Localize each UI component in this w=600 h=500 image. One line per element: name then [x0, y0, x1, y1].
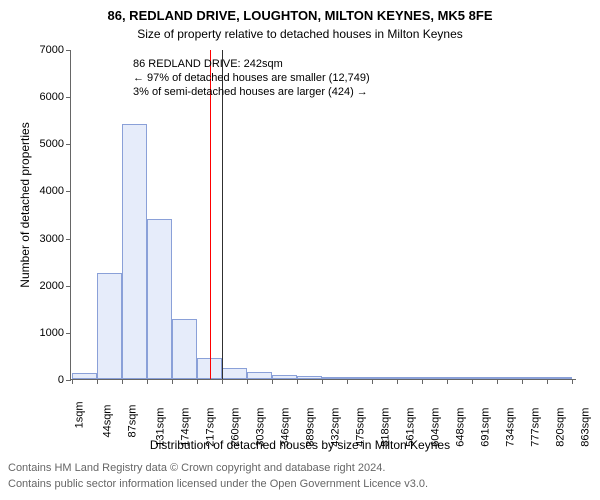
x-tick: [272, 379, 273, 384]
x-tick: [247, 379, 248, 384]
histogram-bar: [447, 377, 472, 379]
property-size-histogram: { "title_main": "86, REDLAND DRIVE, LOUG…: [0, 0, 600, 500]
x-tick-label: 346sqm: [273, 408, 291, 447]
histogram-bar: [172, 319, 197, 379]
annotation-line: 3% of semi-detached houses are larger (4…: [133, 86, 370, 100]
histogram-bar: [472, 377, 497, 379]
x-tick: [147, 379, 148, 384]
x-tick-label: 734sqm: [498, 408, 516, 447]
histogram-bar: [497, 377, 522, 379]
histogram-bar: [347, 377, 372, 379]
annotation-box: 86 REDLAND DRIVE: 242sqm← 97% of detache…: [133, 58, 370, 99]
histogram-bar: [522, 377, 547, 379]
histogram-bar: [422, 377, 447, 379]
histogram-bar: [547, 377, 572, 379]
x-tick-label: 131sqm: [148, 408, 166, 447]
x-tick-label: 475sqm: [348, 408, 366, 447]
x-tick: [497, 379, 498, 384]
chart-title-main: 86, REDLAND DRIVE, LOUGHTON, MILTON KEYN…: [0, 8, 600, 23]
y-tick-label: 0: [58, 374, 71, 386]
histogram-bar: [272, 375, 297, 379]
histogram-bar: [397, 377, 422, 379]
x-tick-label: 820sqm: [548, 408, 566, 447]
x-tick-label: 1sqm: [67, 401, 85, 428]
x-tick: [397, 379, 398, 384]
x-tick-label: 303sqm: [248, 408, 266, 447]
x-tick: [422, 379, 423, 384]
x-tick: [572, 379, 573, 384]
chart-title-sub: Size of property relative to detached ho…: [0, 27, 600, 41]
x-tick-label: 691sqm: [473, 408, 491, 447]
x-tick-label: 863sqm: [573, 408, 591, 447]
x-tick: [447, 379, 448, 384]
y-tick-label: 7000: [40, 44, 71, 56]
y-tick-label: 6000: [40, 91, 71, 103]
x-tick-label: 518sqm: [373, 408, 391, 447]
x-tick-label: 432sqm: [323, 408, 341, 447]
x-tick-label: 389sqm: [298, 408, 316, 447]
histogram-bar: [372, 377, 397, 379]
histogram-bar: [147, 219, 172, 379]
x-tick: [347, 379, 348, 384]
x-tick-label: 777sqm: [523, 408, 541, 447]
x-tick: [222, 379, 223, 384]
histogram-bar: [197, 358, 222, 379]
histogram-bar: [297, 376, 322, 379]
x-tick: [172, 379, 173, 384]
y-tick-label: 3000: [40, 233, 71, 245]
histogram-bar: [122, 124, 147, 380]
x-tick-label: 604sqm: [423, 408, 441, 447]
histogram-bar: [247, 372, 272, 379]
y-tick-label: 2000: [40, 280, 71, 292]
histogram-bar: [72, 373, 97, 379]
x-tick: [72, 379, 73, 384]
x-tick-label: 87sqm: [120, 405, 138, 438]
x-tick-label: 217sqm: [198, 408, 216, 447]
x-tick-label: 648sqm: [448, 408, 466, 447]
x-tick-label: 44sqm: [95, 405, 113, 438]
x-tick: [472, 379, 473, 384]
y-axis-label: Number of detached properties: [18, 40, 32, 370]
x-tick: [547, 379, 548, 384]
footer-line-1: Contains HM Land Registry data © Crown c…: [8, 462, 385, 474]
annotation-line: 86 REDLAND DRIVE: 242sqm: [133, 58, 370, 72]
y-tick-label: 1000: [40, 327, 71, 339]
x-tick-label: 260sqm: [223, 408, 241, 447]
y-tick-label: 4000: [40, 185, 71, 197]
reference-line-property: [210, 50, 211, 379]
y-tick-label: 5000: [40, 138, 71, 150]
plot-area: 010002000300040005000600070001sqm44sqm87…: [70, 50, 576, 380]
x-tick: [297, 379, 298, 384]
reference-line-dark: [222, 50, 223, 379]
x-tick: [372, 379, 373, 384]
histogram-bar: [322, 377, 347, 379]
x-tick: [97, 379, 98, 384]
x-tick-label: 174sqm: [173, 408, 191, 447]
footer-line-2: Contains public sector information licen…: [8, 478, 428, 490]
x-tick: [522, 379, 523, 384]
histogram-bar: [222, 368, 247, 379]
x-tick-label: 561sqm: [398, 408, 416, 447]
annotation-line: ← 97% of detached houses are smaller (12…: [133, 72, 370, 86]
x-tick: [322, 379, 323, 384]
histogram-bar: [97, 273, 122, 379]
x-tick: [197, 379, 198, 384]
x-tick: [122, 379, 123, 384]
